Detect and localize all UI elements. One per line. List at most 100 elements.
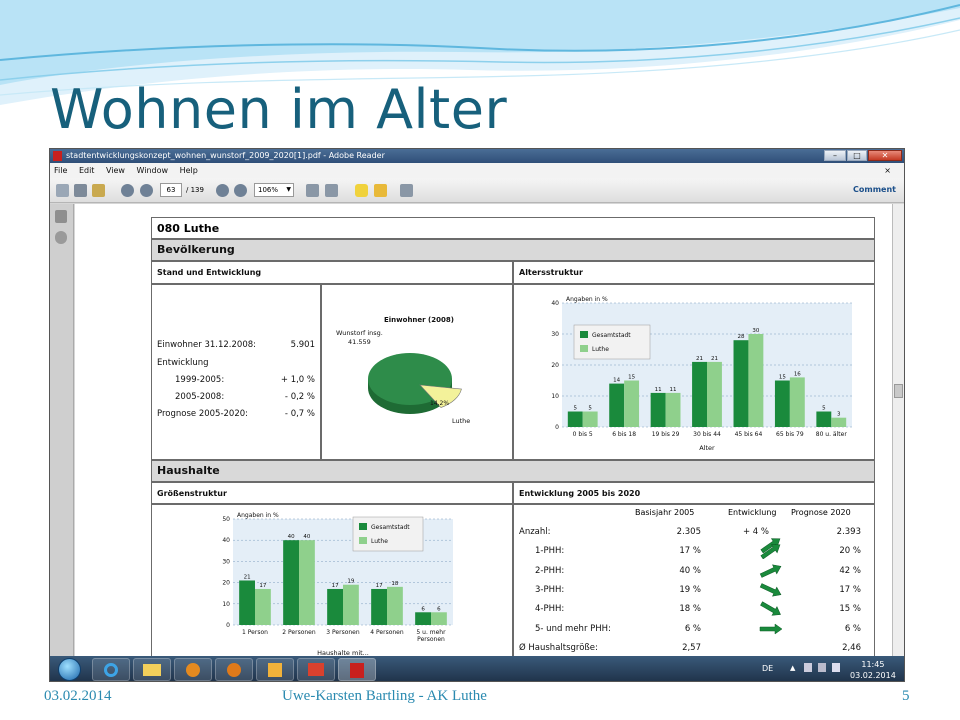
fit-width-icon[interactable] <box>325 184 338 197</box>
itunes-icon[interactable] <box>215 658 253 681</box>
bar-value-label: 28 <box>737 334 744 340</box>
x-tick-label: 3 Personen <box>326 629 360 636</box>
volume-icon[interactable] <box>832 663 840 672</box>
adobe-reader-taskbar-icon[interactable] <box>338 658 376 681</box>
bar <box>387 586 403 625</box>
stat-value: 5.901 <box>290 340 315 350</box>
trend-arrow-icon <box>760 544 781 560</box>
bar-value-label: 5 <box>822 406 826 412</box>
zoom-select[interactable]: 106% ▼ <box>254 183 294 197</box>
footer-date: 03.02.2014 <box>44 688 112 704</box>
attachment-icon[interactable] <box>55 231 67 244</box>
groessenstruktur-label: Größenstruktur <box>157 489 227 498</box>
vertical-scrollbar[interactable] <box>892 204 904 656</box>
language-indicator[interactable]: DE <box>762 664 774 673</box>
comment-button[interactable]: Comment <box>853 185 896 194</box>
close-button[interactable]: ✕ <box>868 150 902 161</box>
bar-value-label: 17 <box>332 583 339 589</box>
close-document-icon[interactable]: × <box>884 166 891 175</box>
explorer-folder-icon[interactable] <box>133 658 171 681</box>
start-button[interactable] <box>58 658 81 681</box>
y-tick-label: 40 <box>222 537 230 544</box>
bar-value-label: 30 <box>752 328 759 334</box>
previous-page-icon[interactable] <box>121 184 134 197</box>
x-tick-label: Personen <box>417 636 445 643</box>
pie-cell <box>321 284 513 460</box>
legend <box>352 516 424 552</box>
bar-value-label: 5 <box>574 406 578 412</box>
menu-help[interactable]: Help <box>179 166 198 175</box>
document-view: 080 Luthe Bevölkerung Stand und Entwickl… <box>75 204 893 656</box>
bar <box>371 588 387 625</box>
legend <box>573 324 651 360</box>
menu-window[interactable]: Window <box>136 166 169 175</box>
stand-header-cell: Stand und Entwicklung <box>151 261 513 284</box>
save-icon[interactable] <box>56 184 69 197</box>
stat-value: - 0,7 % <box>284 409 315 419</box>
tray-arrow-icon[interactable]: ▲ <box>790 664 796 672</box>
bar <box>609 383 625 427</box>
household-chart-cell <box>151 504 513 656</box>
age-structure-chart: 0 10 20 30 40 Angaben in % 5 14 11 21 28 15 5 5 15 11 21… <box>551 296 852 452</box>
pie-label-main: Wunstorf insg. <box>336 329 383 337</box>
bar-value-label: 17 <box>259 583 266 589</box>
header-wave-decoration <box>0 0 960 105</box>
bar-value-label: 6 <box>421 606 425 612</box>
stat-label: Prognose 2005-2020: <box>157 409 249 419</box>
row-label: Ø Haushaltsgröße: <box>519 642 598 653</box>
print-icon[interactable] <box>74 184 87 197</box>
x-tick-label: 1 Person <box>242 629 268 636</box>
x-tick-label: 19 bis 29 <box>652 431 680 438</box>
y-tick-label: 40 <box>551 300 559 307</box>
slide-title: Wohnen im Alter <box>50 78 508 141</box>
row-base-value: 2,57 <box>682 642 701 653</box>
chevron-down-icon: ▼ <box>286 186 291 193</box>
flag-icon[interactable] <box>818 663 826 672</box>
y-axis-label: Angaben in % <box>237 512 279 519</box>
fit-page-icon[interactable] <box>306 184 319 197</box>
sticky-note-icon[interactable] <box>355 184 368 197</box>
scroll-thumb[interactable] <box>894 384 903 398</box>
zoom-out-icon[interactable] <box>216 184 229 197</box>
mail-icon[interactable] <box>92 184 105 197</box>
row-label: 4-PHH: <box>535 604 565 615</box>
media-player-icon[interactable] <box>174 658 212 681</box>
menu-file[interactable]: File <box>54 166 68 175</box>
x-tick-label: 0 bis 5 <box>573 431 593 438</box>
menu-edit[interactable]: Edit <box>78 166 95 175</box>
highlight-icon[interactable] <box>374 184 387 197</box>
x-tick-label: 5 u. mehr <box>416 629 446 636</box>
trend-arrow-icon <box>760 538 781 553</box>
zoom-value: 106% <box>258 186 279 194</box>
trend-arrow-icon <box>759 564 782 578</box>
legend-label: Luthe <box>592 346 609 353</box>
app-icon[interactable] <box>297 658 335 681</box>
bar-value-label: 11 <box>655 387 662 393</box>
groessenstruktur-header-cell: Größenstruktur <box>151 482 513 504</box>
network-icon[interactable] <box>804 663 812 672</box>
zoom-in-icon[interactable] <box>234 184 247 197</box>
maximize-button[interactable]: □ <box>847 150 867 161</box>
bar-value-label: 15 <box>779 375 786 381</box>
trend-arrow-icon <box>759 583 782 597</box>
row-base-value: 17 % <box>679 546 701 557</box>
x-tick-label: 30 bis 44 <box>693 431 721 438</box>
internet-explorer-icon[interactable] <box>92 658 130 681</box>
clock[interactable]: 11:45 03.02.2014 <box>850 659 896 681</box>
bar <box>283 540 299 625</box>
expand-icon[interactable] <box>400 184 413 197</box>
page-number-input[interactable]: 63 <box>160 183 182 197</box>
bar <box>789 377 805 427</box>
bar-value-label: 21 <box>696 356 703 362</box>
app-icon[interactable] <box>256 658 294 681</box>
bar <box>665 392 681 427</box>
bar <box>239 580 255 625</box>
menu-view[interactable]: View <box>105 166 125 175</box>
minimize-button[interactable]: – <box>824 150 846 161</box>
pages-icon[interactable] <box>55 210 67 223</box>
legend-swatch <box>580 331 588 338</box>
pie-title: Einwohner (2008) <box>384 316 454 324</box>
age-chart-cell <box>513 284 875 460</box>
next-page-icon[interactable] <box>140 184 153 197</box>
bar <box>415 612 431 625</box>
